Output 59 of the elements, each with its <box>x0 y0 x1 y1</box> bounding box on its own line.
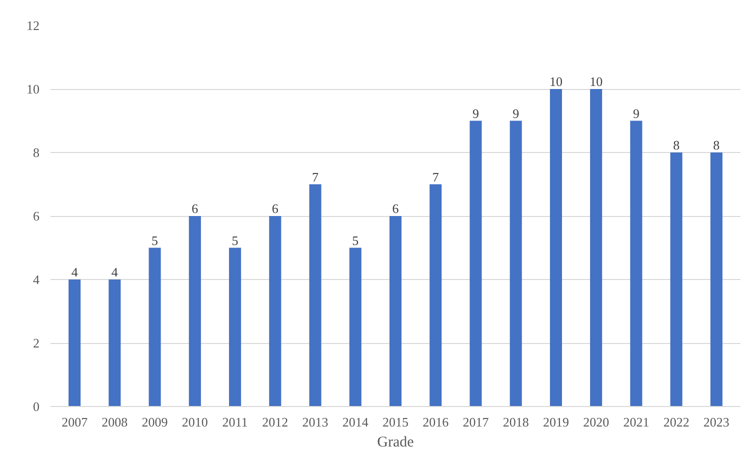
x-tick-label: 2021 <box>623 414 650 430</box>
y-tick-label: 8 <box>33 145 40 160</box>
x-tick-label: 2007 <box>62 414 88 430</box>
x-axis-title: Grade <box>377 434 414 450</box>
x-tick-label: 2014 <box>342 414 369 430</box>
x-tick-label: 2010 <box>182 414 208 430</box>
y-tick-label: 2 <box>33 336 40 350</box>
data-label: 9 <box>472 106 479 121</box>
x-tick-label: 2009 <box>142 414 168 430</box>
data-label: 4 <box>111 264 118 280</box>
bar <box>510 120 522 406</box>
data-label: 5 <box>152 232 158 248</box>
data-label: 6 <box>272 201 279 216</box>
x-tick-label: 2012 <box>262 414 288 430</box>
data-label: 5 <box>232 232 238 248</box>
bar <box>229 248 242 406</box>
data-label: 8 <box>673 138 680 152</box>
bar <box>710 152 722 406</box>
x-tick-label: 2008 <box>102 414 128 430</box>
bar <box>349 248 362 406</box>
x-tick-label: 2016 <box>422 414 450 430</box>
bar <box>670 152 682 406</box>
bar <box>389 216 402 406</box>
bar <box>68 280 81 406</box>
data-label: 10 <box>549 74 562 89</box>
data-label: 8 <box>713 138 720 152</box>
x-tick-label: 2022 <box>663 414 690 430</box>
bar <box>590 89 602 406</box>
data-label: 6 <box>192 201 199 216</box>
y-tick-label: 12 <box>26 18 40 33</box>
bar <box>470 120 482 406</box>
y-tick-label: 4 <box>33 272 40 287</box>
x-tick-label: 2018 <box>502 414 529 430</box>
bar <box>269 216 282 406</box>
data-label: 9 <box>632 106 640 121</box>
bar <box>148 248 161 406</box>
bar <box>309 184 322 406</box>
data-label: 4 <box>71 264 78 280</box>
x-tick-label: 2015 <box>382 414 408 430</box>
data-label: 7 <box>432 169 440 184</box>
bar <box>108 280 121 406</box>
y-tick-label: 6 <box>33 208 40 224</box>
y-tick-label: 0 <box>33 399 40 414</box>
data-label: 5 <box>352 232 359 248</box>
x-tick-label: 2017 <box>462 414 490 430</box>
bar <box>630 120 642 406</box>
data-label: 6 <box>392 201 400 216</box>
bar <box>430 184 442 406</box>
data-label: 10 <box>590 74 603 89</box>
bar <box>550 89 562 406</box>
x-tick-label: 2023 <box>703 414 730 430</box>
x-tick-label: 2019 <box>542 414 569 430</box>
bar <box>188 216 201 406</box>
data-label: 9 <box>512 106 520 121</box>
x-tick-label: 2011 <box>222 414 248 430</box>
data-label: 7 <box>312 169 320 184</box>
y-tick-label: 10 <box>26 82 40 96</box>
x-tick-label: 2020 <box>583 414 610 430</box>
x-tick-label: 2013 <box>302 414 328 430</box>
